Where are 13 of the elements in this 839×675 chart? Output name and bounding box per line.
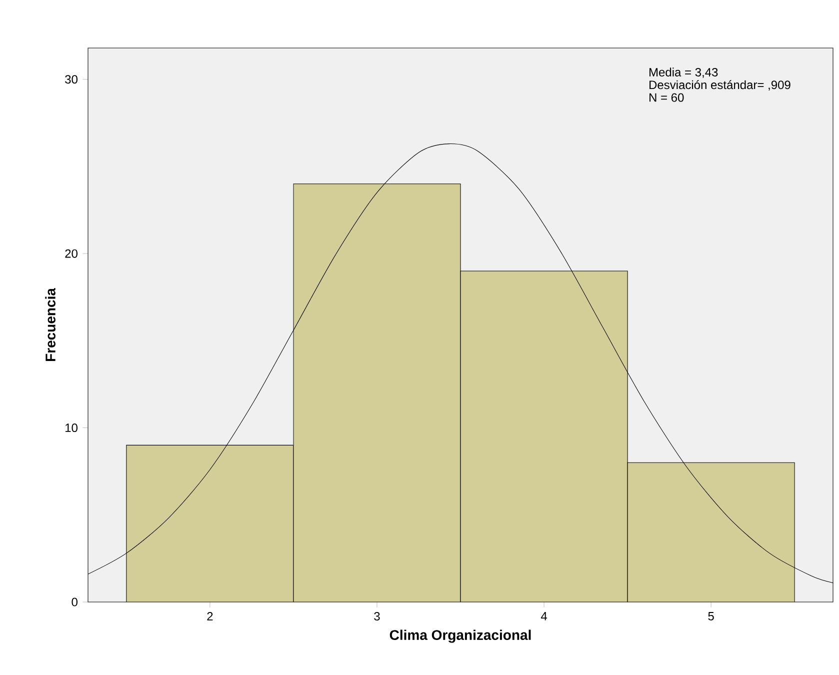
y-tick-label: 10 bbox=[66, 424, 78, 432]
annotation: Media = 3,43 bbox=[650, 68, 718, 78]
x-tick-label: 2 bbox=[207, 612, 213, 620]
x-tick-label: 4 bbox=[540, 612, 548, 620]
y-axis-title: Frecuencia bbox=[45, 288, 56, 362]
annotation: N = 60 bbox=[650, 93, 684, 102]
x-tick-label: 3 bbox=[374, 612, 380, 621]
x-axis-title: Clima Organizacional bbox=[390, 630, 531, 643]
annotation: Desviación estándar= ,909 bbox=[650, 80, 790, 91]
x-tick-label: 5 bbox=[708, 612, 714, 620]
y-tick-label: 0 bbox=[72, 598, 78, 606]
y-tick-label: 20 bbox=[65, 249, 78, 258]
y-tick-label: 30 bbox=[65, 75, 78, 84]
